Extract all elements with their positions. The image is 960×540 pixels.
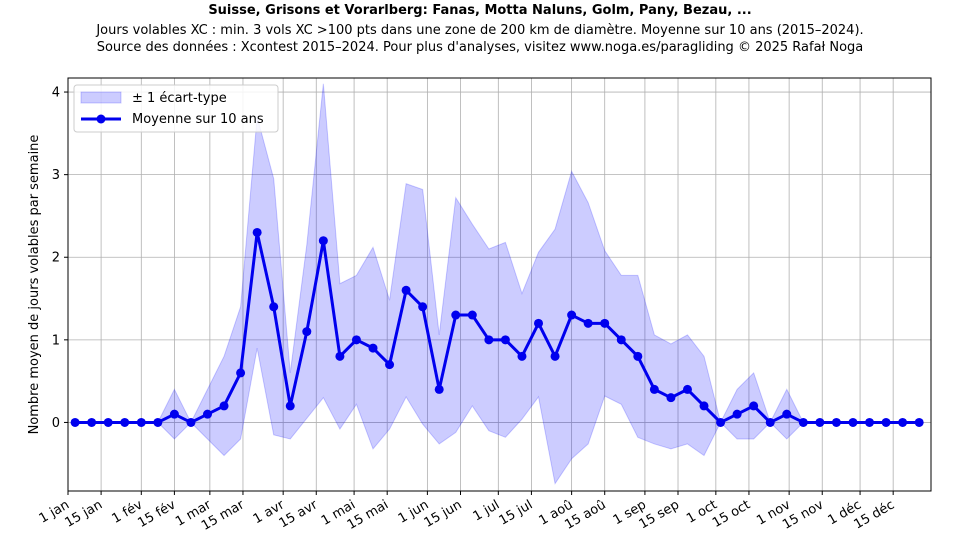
x-tick-label: 15 jan [63, 497, 106, 530]
mean-point [169, 409, 179, 419]
legend: ± 1 écart-type Moyenne sur 10 ans [73, 84, 279, 133]
mean-point [534, 318, 544, 328]
mean-point [351, 335, 361, 345]
y-axis-label: Nombre moyen de jours volables par semai… [27, 135, 42, 435]
chart-subtitle-definition: Jours volables XC : min. 3 vols XC >100 … [96, 23, 864, 38]
x-tick-label: 15 jun [422, 497, 465, 530]
mean-point [765, 417, 775, 427]
mean-series [70, 227, 924, 427]
mean-point [70, 417, 80, 427]
mean-point [666, 393, 676, 403]
mean-point [87, 417, 97, 427]
mean-point [914, 417, 924, 427]
y-tick-label: 4 [52, 86, 60, 101]
mean-point [500, 335, 510, 345]
mean-point [732, 409, 742, 419]
std-dev-band-area [75, 83, 920, 485]
mean-point [186, 417, 196, 427]
mean-point [318, 236, 328, 246]
mean-point [881, 417, 891, 427]
mean-point [368, 343, 378, 353]
y-tick-label: 3 [52, 168, 60, 183]
mean-point [831, 417, 841, 427]
legend-box [73, 84, 279, 133]
y-tick-label: 1 [52, 333, 60, 348]
mean-point [699, 401, 709, 411]
mean-point [153, 417, 163, 427]
mean-point [633, 351, 643, 361]
mean-point [583, 318, 593, 328]
mean-point [550, 351, 560, 361]
mean-point [716, 417, 726, 427]
chart-subtitle-source: Source des données : Xcontest 2015–2024.… [96, 40, 864, 55]
mean-point [649, 384, 659, 394]
mean-line [75, 230, 920, 424]
x-tick-label: 15 oct [710, 497, 753, 530]
mean-point [782, 409, 792, 419]
x-tick-label: 1 jul [471, 497, 503, 524]
y-tick-label: 2 [52, 251, 60, 266]
mean-point [451, 310, 461, 320]
mean-point [484, 335, 494, 345]
mean-point [418, 302, 428, 312]
legend-swatch-marker [96, 114, 106, 124]
mean-point [815, 417, 825, 427]
plot-frame [67, 77, 932, 492]
mean-point [517, 351, 527, 361]
mean-point [682, 384, 692, 394]
legend-label-band: ± 1 écart-type [132, 91, 227, 106]
mean-point [401, 285, 411, 295]
mean-point [865, 417, 875, 427]
mean-point [136, 417, 146, 427]
mean-point [898, 417, 908, 427]
std-dev-band [75, 83, 920, 485]
y-axis: 0 1 2 3 4 [52, 86, 68, 431]
x-tick-label: 15 fév [135, 497, 178, 531]
mean-point [269, 302, 279, 312]
y-tick-label: 0 [52, 416, 60, 431]
mean-point [567, 310, 577, 320]
mean-point [285, 401, 295, 411]
mean-point [120, 417, 130, 427]
mean-point [302, 327, 312, 337]
mean-point [103, 417, 113, 427]
mean-point [236, 368, 246, 378]
mean-point [202, 409, 212, 419]
mean-point [385, 360, 395, 370]
mean-point [600, 318, 610, 328]
mean-point [616, 335, 626, 345]
mean-point [749, 401, 759, 411]
mean-point [467, 310, 477, 320]
mean-point [434, 384, 444, 394]
mean-point [335, 351, 345, 361]
legend-swatch-band [80, 91, 122, 104]
legend-label-mean: Moyenne sur 10 ans [132, 112, 264, 127]
mean-point [848, 417, 858, 427]
x-tick-label: 15 jul [497, 497, 536, 528]
mean-point [798, 417, 808, 427]
mean-point [219, 401, 229, 411]
mean-point [252, 227, 262, 237]
chart-title: Suisse, Grisons et Vorarlberg: Fanas, Mo… [208, 3, 752, 18]
x-tick-label: 15 avr [277, 497, 321, 531]
